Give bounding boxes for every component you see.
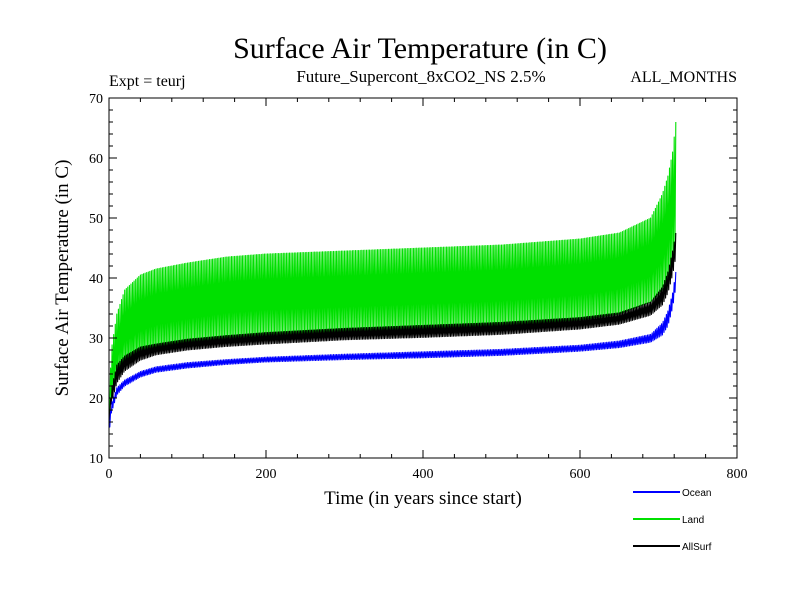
series-layer xyxy=(108,121,677,428)
y-tick-label: 60 xyxy=(89,152,103,167)
series-line-allsurf xyxy=(108,232,677,421)
y-tick-label: 50 xyxy=(89,212,103,227)
y-tick-label: 30 xyxy=(89,332,103,347)
legend-label-allsurf: AllSurf xyxy=(682,542,712,553)
months-label: ALL_MONTHS xyxy=(630,69,737,86)
legend: Ocean Land AllSurf xyxy=(633,488,712,553)
y-tick-label: 40 xyxy=(89,272,103,287)
y-tick-label: 10 xyxy=(89,452,103,467)
chart-subtitle: Future_Supercont_8xCO2_NS 2.5% xyxy=(296,67,545,86)
y-tick-label: 70 xyxy=(89,92,103,107)
x-tick-label: 0 xyxy=(106,467,113,482)
experiment-label: Expt = teurj xyxy=(109,73,186,90)
x-tick-label: 400 xyxy=(413,467,434,482)
y-axis-label: Surface Air Temperature (in C) xyxy=(52,160,73,397)
x-tick-label: 600 xyxy=(570,467,591,482)
legend-label-land: Land xyxy=(682,515,704,526)
series-line-land xyxy=(108,121,677,415)
axis-layer: 0 200 400 600 800 10 20 30 40 50 60 70 xyxy=(89,92,748,482)
legend-label-ocean: Ocean xyxy=(682,488,711,499)
chart-title: Surface Air Temperature (in C) xyxy=(233,32,607,65)
x-tick-label: 200 xyxy=(256,467,277,482)
x-axis-label: Time (in years since start) xyxy=(324,488,522,509)
series-line-ocean xyxy=(108,271,677,428)
x-tick-label: 800 xyxy=(727,467,748,482)
y-tick-label: 20 xyxy=(89,392,103,407)
